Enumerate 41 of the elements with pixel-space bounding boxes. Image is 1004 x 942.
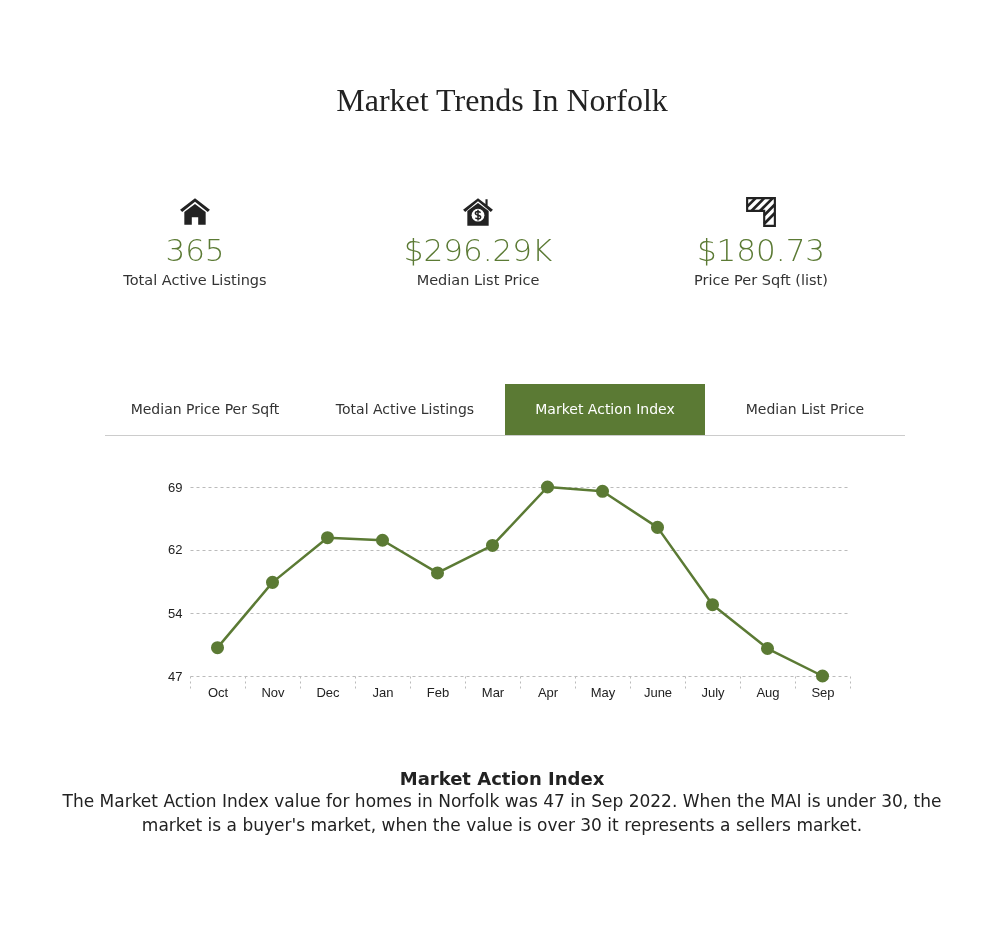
point (210, 641, 225, 655)
y-tick-label: 62 (168, 542, 183, 558)
x-tick-label: Nov (261, 684, 286, 700)
text: Median List Price (415, 272, 541, 288)
point (760, 642, 775, 656)
point (650, 520, 665, 534)
x-tick-label: Dec (316, 684, 341, 700)
text: Price Per Sqft (list) (693, 272, 829, 288)
text: The Market Action Index value for homes in Norfolk was 47 in Sep 2022. When the MAI is under 30, the market is a buyer's market, when the value is over 30 it represents a sellers market. (61, 790, 943, 837)
text: Total Active Listings (334, 400, 476, 419)
x-tick-label: Apr (537, 684, 559, 700)
text: Median List Price (744, 400, 866, 419)
x-tick-label: Feb (426, 684, 450, 700)
point (430, 566, 445, 580)
point (540, 480, 555, 494)
point (705, 598, 720, 612)
y-tick-label: 47 (168, 668, 183, 684)
text: Market Action Index (398, 768, 606, 789)
x-tick-label: July (701, 684, 726, 700)
y-tick-label: 69 (168, 479, 183, 495)
point (320, 531, 335, 545)
text: $180.73 (695, 232, 827, 268)
text: Market Trends In Norfolk (335, 82, 669, 119)
x-tick-label: Mar (481, 684, 505, 700)
x-tick-label: Aug (756, 684, 780, 700)
point (485, 538, 500, 552)
x-tick-label: May (590, 684, 616, 700)
text: Market Action Index (505, 384, 705, 435)
point (265, 575, 280, 589)
text: Total Active Listings (122, 272, 268, 288)
x-tick-label: Sep (811, 684, 835, 700)
text: 365 (164, 232, 226, 268)
x-tick-label: Oct (207, 684, 229, 700)
x-tick-label: Jan (372, 684, 394, 700)
y-tick-label: 54 (168, 605, 183, 621)
text: $296.29K (402, 232, 554, 268)
x-tick-label: June (643, 684, 673, 700)
point (595, 484, 610, 498)
text: Median Price Per Sqft (129, 400, 281, 419)
point (375, 533, 390, 547)
point (815, 669, 830, 683)
